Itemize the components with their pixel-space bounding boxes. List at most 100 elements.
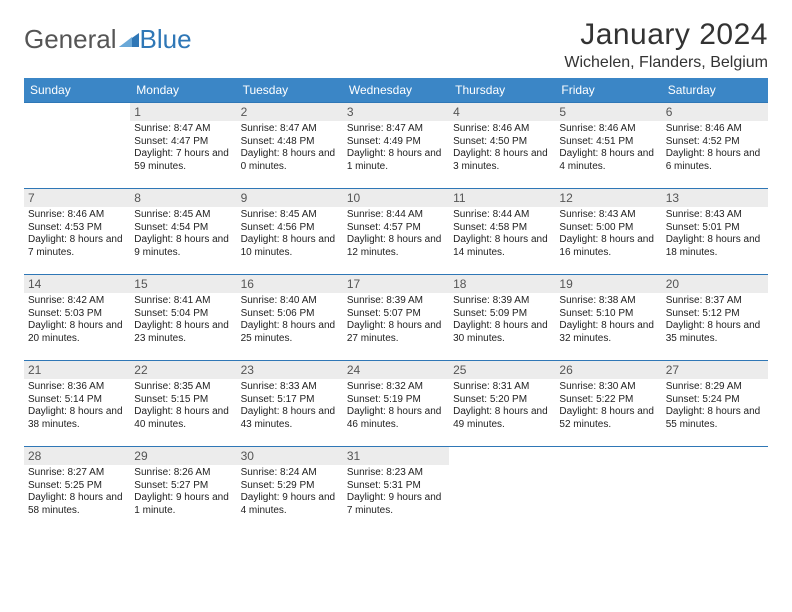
- sunrise-line: Sunrise: 8:45 AM: [241, 209, 339, 222]
- day-of-week-cell: Thursday: [449, 78, 555, 103]
- sunset-line: Sunset: 4:47 PM: [134, 136, 232, 149]
- week-row: 1Sunrise: 8:47 AMSunset: 4:47 PMDaylight…: [24, 103, 768, 189]
- sunset-line: Sunset: 5:00 PM: [559, 222, 657, 235]
- sunset-line: Sunset: 4:56 PM: [241, 222, 339, 235]
- daylight-line: Daylight: 9 hours and 1 minute.: [134, 492, 232, 517]
- daylight-line: Daylight: 8 hours and 58 minutes.: [28, 492, 126, 517]
- sunrise-line: Sunrise: 8:46 AM: [453, 123, 551, 136]
- day-cell: 11Sunrise: 8:44 AMSunset: 4:58 PMDayligh…: [449, 189, 555, 275]
- sunrise-line: Sunrise: 8:30 AM: [559, 381, 657, 394]
- daylight-line: Daylight: 8 hours and 20 minutes.: [28, 320, 126, 345]
- daylight-line: Daylight: 8 hours and 32 minutes.: [559, 320, 657, 345]
- daylight-line: Daylight: 8 hours and 43 minutes.: [241, 406, 339, 431]
- title-block: January 2024 Wichelen, Flanders, Belgium: [564, 18, 768, 72]
- day-number: 28: [24, 447, 130, 465]
- day-cell: [662, 447, 768, 533]
- daylight-line: Daylight: 8 hours and 46 minutes.: [347, 406, 445, 431]
- sunrise-line: Sunrise: 8:29 AM: [666, 381, 764, 394]
- day-cell: 7Sunrise: 8:46 AMSunset: 4:53 PMDaylight…: [24, 189, 130, 275]
- day-number: 9: [237, 189, 343, 207]
- logo-triangle-icon: [119, 24, 139, 55]
- day-cell: [555, 447, 661, 533]
- daylight-line: Daylight: 8 hours and 3 minutes.: [453, 148, 551, 173]
- daylight-line: Daylight: 8 hours and 0 minutes.: [241, 148, 339, 173]
- day-cell: 10Sunrise: 8:44 AMSunset: 4:57 PMDayligh…: [343, 189, 449, 275]
- sunrise-line: Sunrise: 8:35 AM: [134, 381, 232, 394]
- sunset-line: Sunset: 5:17 PM: [241, 394, 339, 407]
- day-of-week-cell: Wednesday: [343, 78, 449, 103]
- day-cell: 18Sunrise: 8:39 AMSunset: 5:09 PMDayligh…: [449, 275, 555, 361]
- day-of-week-cell: Friday: [555, 78, 661, 103]
- sunset-line: Sunset: 5:29 PM: [241, 480, 339, 493]
- day-cell: 9Sunrise: 8:45 AMSunset: 4:56 PMDaylight…: [237, 189, 343, 275]
- sunrise-line: Sunrise: 8:46 AM: [666, 123, 764, 136]
- sunrise-line: Sunrise: 8:47 AM: [241, 123, 339, 136]
- daylight-line: Daylight: 8 hours and 12 minutes.: [347, 234, 445, 259]
- sunrise-line: Sunrise: 8:41 AM: [134, 295, 232, 308]
- sunset-line: Sunset: 5:24 PM: [666, 394, 764, 407]
- calendar-page: General Blue January 2024 Wichelen, Flan…: [0, 0, 792, 533]
- day-cell: 1Sunrise: 8:47 AMSunset: 4:47 PMDaylight…: [130, 103, 236, 189]
- day-cell: 21Sunrise: 8:36 AMSunset: 5:14 PMDayligh…: [24, 361, 130, 447]
- sunset-line: Sunset: 5:12 PM: [666, 308, 764, 321]
- day-cell: 26Sunrise: 8:30 AMSunset: 5:22 PMDayligh…: [555, 361, 661, 447]
- day-cell: 12Sunrise: 8:43 AMSunset: 5:00 PMDayligh…: [555, 189, 661, 275]
- daylight-line: Daylight: 8 hours and 25 minutes.: [241, 320, 339, 345]
- logo-text-1: General: [24, 24, 117, 55]
- daylight-line: Daylight: 8 hours and 9 minutes.: [134, 234, 232, 259]
- daylight-line: Daylight: 9 hours and 4 minutes.: [241, 492, 339, 517]
- day-of-week-cell: Tuesday: [237, 78, 343, 103]
- day-number: 27: [662, 361, 768, 379]
- day-cell: 17Sunrise: 8:39 AMSunset: 5:07 PMDayligh…: [343, 275, 449, 361]
- daylight-line: Daylight: 8 hours and 30 minutes.: [453, 320, 551, 345]
- week-row: 28Sunrise: 8:27 AMSunset: 5:25 PMDayligh…: [24, 447, 768, 533]
- week-row: 14Sunrise: 8:42 AMSunset: 5:03 PMDayligh…: [24, 275, 768, 361]
- page-title: January 2024: [564, 18, 768, 52]
- day-number: 1: [130, 103, 236, 121]
- location-label: Wichelen, Flanders, Belgium: [564, 54, 768, 72]
- day-of-week-cell: Saturday: [662, 78, 768, 103]
- sunset-line: Sunset: 5:03 PM: [28, 308, 126, 321]
- day-cell: 14Sunrise: 8:42 AMSunset: 5:03 PMDayligh…: [24, 275, 130, 361]
- sunrise-line: Sunrise: 8:43 AM: [559, 209, 657, 222]
- day-cell: 23Sunrise: 8:33 AMSunset: 5:17 PMDayligh…: [237, 361, 343, 447]
- sunrise-line: Sunrise: 8:27 AM: [28, 467, 126, 480]
- week-row: 21Sunrise: 8:36 AMSunset: 5:14 PMDayligh…: [24, 361, 768, 447]
- day-number: 7: [24, 189, 130, 207]
- calendar-table: SundayMondayTuesdayWednesdayThursdayFrid…: [24, 78, 768, 533]
- sunset-line: Sunset: 5:15 PM: [134, 394, 232, 407]
- sunset-line: Sunset: 4:52 PM: [666, 136, 764, 149]
- daylight-line: Daylight: 8 hours and 4 minutes.: [559, 148, 657, 173]
- day-number: 16: [237, 275, 343, 293]
- sunset-line: Sunset: 4:57 PM: [347, 222, 445, 235]
- day-cell: 6Sunrise: 8:46 AMSunset: 4:52 PMDaylight…: [662, 103, 768, 189]
- day-cell: 30Sunrise: 8:24 AMSunset: 5:29 PMDayligh…: [237, 447, 343, 533]
- day-number: 4: [449, 103, 555, 121]
- day-number: 20: [662, 275, 768, 293]
- day-of-week-row: SundayMondayTuesdayWednesdayThursdayFrid…: [24, 78, 768, 103]
- day-cell: 13Sunrise: 8:43 AMSunset: 5:01 PMDayligh…: [662, 189, 768, 275]
- day-number: 11: [449, 189, 555, 207]
- week-row: 7Sunrise: 8:46 AMSunset: 4:53 PMDaylight…: [24, 189, 768, 275]
- sunset-line: Sunset: 5:20 PM: [453, 394, 551, 407]
- sunrise-line: Sunrise: 8:46 AM: [559, 123, 657, 136]
- sunset-line: Sunset: 5:10 PM: [559, 308, 657, 321]
- daylight-line: Daylight: 8 hours and 7 minutes.: [28, 234, 126, 259]
- day-number: 12: [555, 189, 661, 207]
- daylight-line: Daylight: 8 hours and 38 minutes.: [28, 406, 126, 431]
- sunrise-line: Sunrise: 8:24 AM: [241, 467, 339, 480]
- daylight-line: Daylight: 8 hours and 18 minutes.: [666, 234, 764, 259]
- daylight-line: Daylight: 8 hours and 49 minutes.: [453, 406, 551, 431]
- sunrise-line: Sunrise: 8:31 AM: [453, 381, 551, 394]
- sunset-line: Sunset: 5:22 PM: [559, 394, 657, 407]
- sunrise-line: Sunrise: 8:38 AM: [559, 295, 657, 308]
- day-number: 2: [237, 103, 343, 121]
- sunrise-line: Sunrise: 8:47 AM: [134, 123, 232, 136]
- day-number: 18: [449, 275, 555, 293]
- day-number: 10: [343, 189, 449, 207]
- sunset-line: Sunset: 5:07 PM: [347, 308, 445, 321]
- day-number: 6: [662, 103, 768, 121]
- day-cell: 3Sunrise: 8:47 AMSunset: 4:49 PMDaylight…: [343, 103, 449, 189]
- day-number: 31: [343, 447, 449, 465]
- sunset-line: Sunset: 5:19 PM: [347, 394, 445, 407]
